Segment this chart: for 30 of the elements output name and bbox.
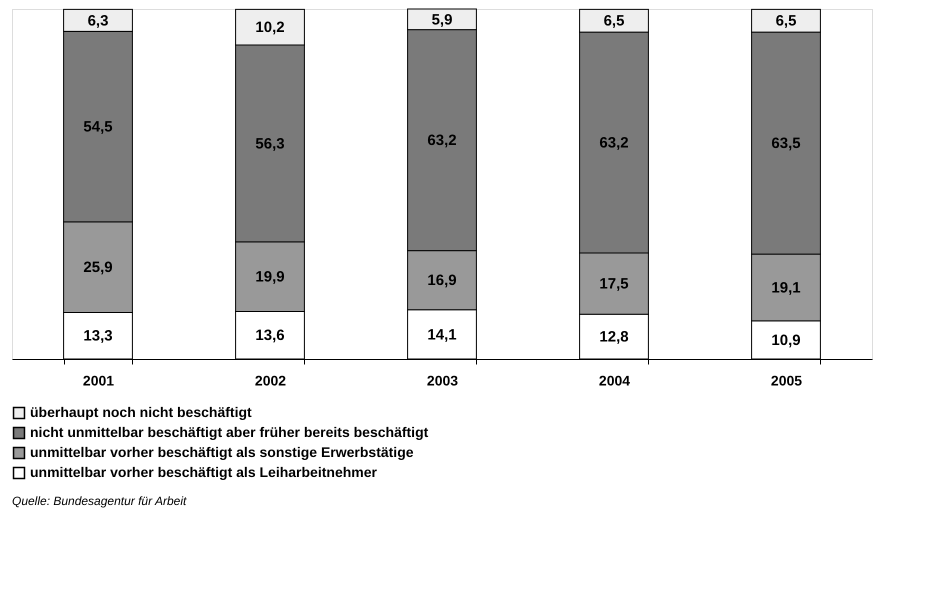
data-label: 63,5 (771, 135, 801, 152)
data-label: 14,1 (427, 326, 457, 344)
data-label: 16,9 (427, 272, 457, 290)
data-label: 13,6 (255, 327, 285, 344)
data-label: 6,5 (604, 12, 624, 30)
data-label: 63,2 (599, 134, 629, 152)
data-label: 54,5 (83, 118, 113, 136)
data-label: 19,1 (771, 279, 801, 296)
legend-label: überhaupt noch nicht beschäftigt (30, 404, 252, 420)
data-label: 5,9 (432, 11, 452, 28)
x-tick-label: 2003 (426, 372, 458, 388)
x-tick-label: 2002 (254, 372, 286, 388)
x-tick-label: 2005 (770, 372, 802, 388)
legend-label: unmittelbar vorher beschäftigt als Leiharbeitnehmer (30, 464, 378, 480)
data-label: 13,3 (83, 328, 113, 345)
data-label: 6,5 (776, 12, 796, 30)
x-tick-label: 2004 (598, 372, 630, 388)
data-label: 17,5 (599, 276, 629, 293)
data-label: 10,9 (771, 332, 801, 349)
data-label: 10,2 (255, 19, 285, 36)
data-label: 63,2 (427, 132, 457, 150)
data-label: 6,3 (88, 12, 108, 30)
x-tick-label: 2001 (82, 372, 114, 388)
legend-label: nicht unmittelbar beschäftigt aber früher bereits beschäftigt (30, 424, 429, 440)
legend-label: unmittelbar vorher beschäftigt als sonstige Erwerbstätige (30, 444, 414, 460)
data-label: 19,9 (255, 268, 285, 286)
source-note: Quelle: Bundesagentur für Arbeit (12, 494, 187, 508)
data-label: 25,9 (83, 259, 113, 276)
data-label: 12,8 (599, 328, 629, 346)
data-label: 56,3 (255, 135, 285, 152)
